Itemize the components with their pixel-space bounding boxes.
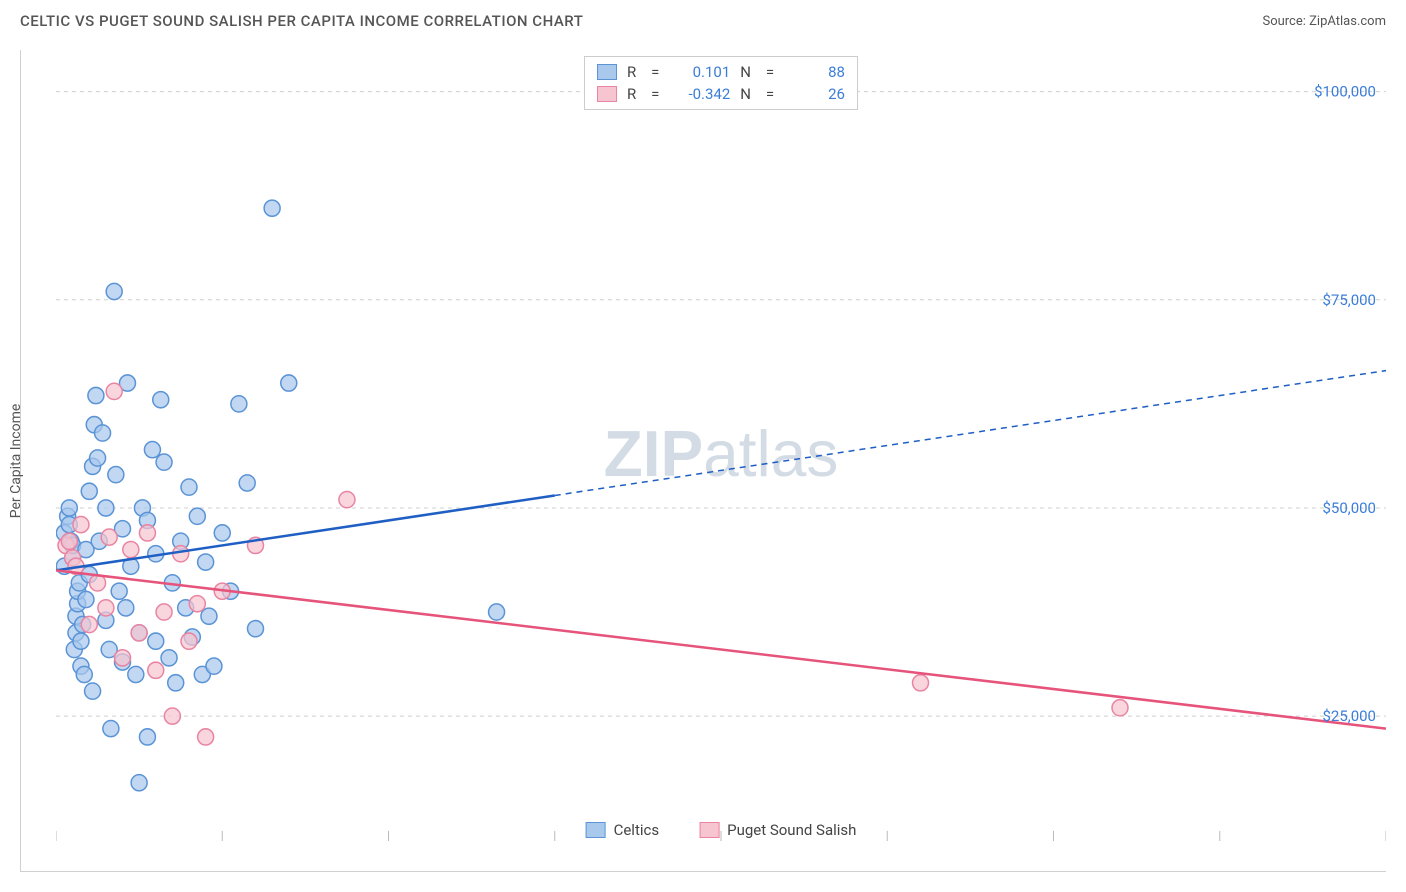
correlation-legend: R= 0.101 N= 88 R= -0.342 N= 26	[584, 56, 858, 110]
plot-svg: ZIPatlas $25,000 $50,000 $75,000 $100,000 0…	[56, 50, 1386, 841]
svg-text:$50,000: $50,000	[1323, 499, 1376, 517]
n-value-blue: 88	[789, 63, 845, 81]
legend-label: Celtics	[614, 821, 660, 839]
swatch-blue-icon	[597, 64, 617, 80]
legend-item-celtics: Celtics	[586, 821, 660, 839]
swatch-pink-icon	[597, 86, 617, 102]
svg-text:$75,000: $75,000	[1323, 291, 1376, 309]
swatch-pink-icon	[699, 822, 719, 838]
source-link[interactable]: ZipAtlas.com	[1309, 14, 1386, 29]
chart-area: Per Capita Income ZIPatlas $25,000$50,00…	[20, 50, 1386, 872]
n-label: N	[740, 63, 751, 81]
series-legend: Celtics Puget Sound Salish	[586, 821, 857, 839]
header: CELTIC VS PUGET SOUND SALISH PER CAPITA …	[0, 0, 1406, 38]
n-value-pink: 26	[789, 85, 845, 103]
legend-label: Puget Sound Salish	[727, 821, 856, 839]
legend-row-blue: R= 0.101 N= 88	[597, 61, 845, 83]
r-label: R	[627, 63, 636, 81]
legend-row-pink: R= -0.342 N= 26	[597, 83, 845, 105]
source-prefix: Source:	[1262, 14, 1309, 29]
r-value-pink: -0.342	[674, 85, 730, 103]
source-label: Source: ZipAtlas.com	[1262, 14, 1386, 29]
n-label-2: N	[740, 85, 751, 103]
swatch-blue-icon	[586, 822, 606, 838]
watermark: ZIPatlas	[604, 418, 839, 491]
plot-region: ZIPatlas $25,000 $50,000 $75,000 $100,000 0…	[56, 50, 1386, 841]
r-value-blue: 0.101	[674, 63, 730, 81]
svg-text:$25,000: $25,000	[1323, 707, 1376, 725]
chart-title: CELTIC VS PUGET SOUND SALISH PER CAPITA …	[20, 12, 583, 30]
r-label-2: R	[627, 85, 636, 103]
y-axis-label: Per Capita Income	[8, 403, 24, 518]
legend-item-salish: Puget Sound Salish	[699, 821, 856, 839]
svg-text:$100,000: $100,000	[1314, 83, 1376, 101]
